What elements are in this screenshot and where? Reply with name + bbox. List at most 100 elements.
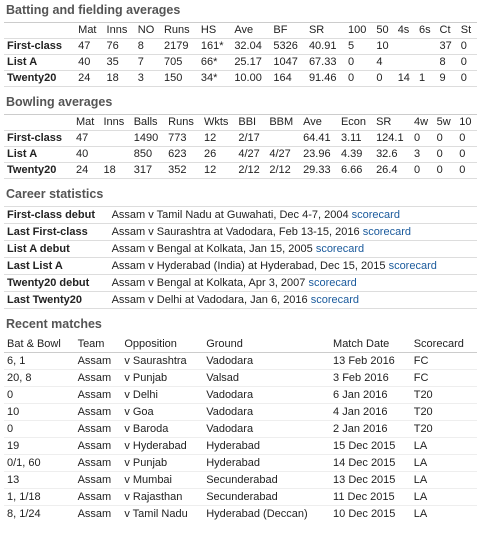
row-label: First-class debut [4, 206, 109, 224]
cell: 18 [100, 162, 131, 179]
row: 0 Assam v Delhi Vadodara 6 Jan 2016 T20 [4, 386, 477, 404]
header-cell: Match Date [330, 336, 411, 353]
cell: Hyderabad (Deccan) [203, 505, 331, 522]
cell: 161* [197, 38, 232, 55]
row: Twenty20 debut Assam v Bengal at Kolkata,… [4, 274, 477, 292]
cell: 40 [72, 146, 101, 163]
cell: 4.39 [337, 146, 374, 163]
header-row: Bat & Bowl Team Opposition Ground Match Date… [4, 336, 477, 353]
cell: Valsad [203, 369, 331, 387]
cell: Assam [74, 403, 122, 421]
cell: Assam v Saurashtra at Vadodara, Feb 13-1… [108, 223, 477, 241]
cell: v Rajasthan [121, 488, 204, 506]
section-title: Recent matches [6, 317, 102, 331]
cell: T20 [410, 420, 477, 438]
header-cell: Balls [130, 114, 166, 131]
cell: Assam v Bengal at Kolkata, Jan 15, 2005 … [108, 240, 477, 258]
cell: LA [410, 437, 477, 455]
row-label: 8, 1/24 [4, 505, 75, 522]
cell: 47 [72, 130, 101, 147]
row-label: List A debut [4, 240, 109, 258]
cell: 5 [345, 38, 374, 55]
header-cell: Inns [103, 22, 135, 39]
cell: 3 [134, 70, 161, 87]
scorecard-link[interactable]: scorecard [315, 243, 365, 255]
cell: 0 [410, 130, 434, 147]
header-cell: Runs [165, 114, 201, 131]
career-section: Career statistics First-class debut Assam… [4, 187, 477, 309]
match-text: Assam v Saurashtra at Vadodara, Feb 13-1… [111, 226, 360, 238]
bowling-table: Mat Inns Balls Runs Wkts BBI BBM Ave Econ SR 4w 5w 1… [4, 114, 477, 179]
scorecard-link[interactable]: scorecard [351, 209, 400, 221]
header-cell: 5w [433, 114, 457, 131]
scorecard-link[interactable]: scorecard [308, 277, 357, 289]
scorecard-link[interactable]: scorecard [388, 260, 437, 272]
cell: 12 [200, 162, 236, 179]
cell: 0 [456, 146, 477, 163]
header-cell: Ave [300, 114, 338, 131]
cell: Vadodara [203, 420, 331, 438]
cell: 67.33 [305, 54, 346, 71]
row: First-class 47 1490 773 12 2/17 64.41 3.11 124.1… [4, 130, 477, 147]
cell: Hyderabad [203, 454, 331, 472]
header-row: Mat Inns Balls Runs Wkts BBI BBM Ave Econ SR 4w 5w 1… [4, 114, 477, 131]
cell: Assam [74, 437, 122, 455]
row-label: 20, 8 [4, 369, 75, 387]
cell: 352 [165, 162, 201, 179]
match-text: Assam v Delhi at Vadodara, Jan 6, 2016 [111, 294, 308, 306]
cell: 0 [345, 70, 374, 87]
cell [100, 130, 131, 147]
cell: 3 Feb 2016 [330, 369, 411, 387]
cell: v Baroda [121, 420, 204, 438]
header-cell: Ground [203, 336, 331, 353]
recent-table: Bat & Bowl Team Opposition Ground Match Date… [4, 336, 477, 522]
scorecard-link[interactable]: scorecard [362, 226, 411, 238]
cell: 0 [433, 130, 457, 147]
row: 19 Assam v Hyderabad Hyderabad 15 Dec 2015 LA [4, 437, 477, 455]
header-cell [4, 22, 76, 39]
career-table: First-class debut Assam v Tamil Nadu at G… [4, 206, 477, 309]
cell: 24 [75, 70, 104, 87]
cell: 2179 [160, 38, 198, 55]
cell: 0 [433, 162, 457, 179]
cell: 4/27 [235, 146, 267, 163]
cell: 12 [200, 130, 236, 147]
cell: Assam [74, 505, 122, 522]
cell: Vadodara [203, 386, 331, 404]
cell: T20 [410, 403, 477, 421]
row-label: First-class [4, 130, 73, 147]
cell: 317 [130, 162, 166, 179]
scorecard-link[interactable]: scorecard [310, 294, 359, 306]
row: First-class debut Assam v Tamil Nadu at G… [4, 206, 477, 224]
cell: 15 Dec 2015 [330, 437, 411, 455]
cell: Assam v Hyderabad (India) at Hyderabad, … [108, 257, 477, 275]
header-cell: 50 [373, 22, 395, 39]
row: Last List A Assam v Hyderabad (India) at … [4, 257, 477, 275]
cell: 2/12 [235, 162, 267, 179]
header-cell: 4s [394, 22, 416, 39]
row: 8, 1/24 Assam v Tamil Nadu Hyderabad (Decca… [4, 505, 477, 522]
row-label: 19 [4, 437, 75, 455]
cell: 2/12 [266, 162, 301, 179]
row-label: Last List A [4, 257, 109, 275]
header-row: Mat Inns NO Runs HS Ave BF SR 100 50 4s 6s Ct St [4, 22, 477, 39]
cell: 0 [457, 54, 477, 71]
cell [394, 54, 416, 71]
cell: v Mumbai [121, 471, 204, 489]
cell: Assam v Tamil Nadu at Guwahati, Dec 4-7,… [108, 206, 477, 224]
cell: 76 [103, 38, 135, 55]
header-cell [4, 114, 73, 131]
cell: 164 [270, 70, 306, 87]
cell: 8 [436, 54, 458, 71]
section-title: Batting and fielding averages [6, 3, 181, 17]
cell: 4/27 [266, 146, 301, 163]
header-cell: Opposition [121, 336, 204, 353]
cell [100, 146, 131, 163]
header-cell: Scorecard [410, 336, 477, 353]
row: List A 40 850 623 26 4/27 4/27 23.96 4.39 32.6 3 0 0 [4, 146, 477, 163]
cell: Assam [74, 488, 122, 506]
cell: 66* [197, 54, 232, 71]
cell: 23.96 [300, 146, 338, 163]
cell: Assam [74, 471, 122, 489]
row-label: Twenty20 debut [4, 274, 109, 292]
